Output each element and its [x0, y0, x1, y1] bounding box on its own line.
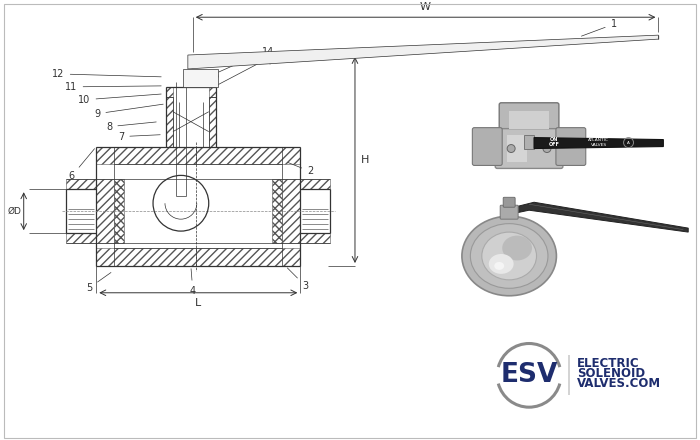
Text: ON
OFF: ON OFF [549, 137, 559, 147]
Text: 9: 9 [94, 104, 163, 119]
Text: VALVES.COM: VALVES.COM [577, 377, 661, 390]
FancyBboxPatch shape [495, 128, 563, 169]
Bar [509, 111, 549, 128]
Bar [300, 233, 330, 243]
Polygon shape [510, 202, 688, 232]
Polygon shape [188, 35, 659, 69]
Ellipse shape [470, 224, 548, 288]
Bar [209, 97, 216, 147]
FancyBboxPatch shape [503, 197, 515, 207]
Text: L: L [195, 298, 202, 308]
Ellipse shape [489, 254, 514, 274]
Bar [524, 135, 534, 149]
Text: 11: 11 [65, 82, 161, 92]
FancyBboxPatch shape [500, 205, 518, 219]
Bar [183, 69, 218, 87]
Bar [166, 97, 173, 147]
Bar [196, 248, 300, 266]
Polygon shape [534, 138, 664, 149]
Text: 5: 5 [86, 272, 111, 293]
Ellipse shape [462, 216, 556, 296]
Text: W: W [420, 2, 431, 12]
Text: 4: 4 [190, 269, 196, 296]
Bar [114, 180, 124, 243]
Circle shape [508, 145, 515, 153]
Bar [97, 180, 114, 243]
FancyBboxPatch shape [499, 103, 559, 136]
Bar [97, 147, 196, 165]
FancyBboxPatch shape [473, 128, 502, 165]
Bar [66, 233, 97, 243]
Text: 2: 2 [288, 162, 314, 176]
Ellipse shape [502, 235, 532, 260]
Bar [209, 87, 216, 97]
Circle shape [543, 145, 551, 153]
Text: 1: 1 [582, 19, 617, 36]
Text: SOLENOID: SOLENOID [577, 367, 645, 380]
Bar [300, 180, 330, 189]
Bar [508, 135, 527, 162]
Bar [66, 180, 97, 189]
Bar [166, 87, 173, 97]
Text: H: H [361, 155, 370, 165]
Text: 6: 6 [69, 149, 95, 181]
Bar [196, 147, 300, 165]
Text: 10: 10 [78, 94, 161, 105]
Text: 13: 13 [209, 55, 222, 77]
Text: 12: 12 [52, 69, 161, 79]
Text: ØD: ØD [8, 207, 22, 216]
Ellipse shape [482, 232, 536, 280]
Bar [282, 180, 300, 243]
FancyBboxPatch shape [556, 128, 586, 165]
Ellipse shape [494, 262, 504, 270]
Bar [97, 248, 196, 266]
Text: ELECTRIC: ELECTRIC [577, 357, 639, 370]
Bar [272, 180, 282, 243]
Text: 7: 7 [118, 132, 160, 142]
Text: 8: 8 [106, 121, 156, 132]
Text: ATLANTIC
VALVES: ATLANTIC VALVES [588, 139, 609, 147]
Text: 3: 3 [287, 268, 308, 291]
Text: 14: 14 [262, 47, 274, 64]
Text: A: A [627, 140, 630, 145]
Text: ESV: ESV [500, 362, 558, 389]
